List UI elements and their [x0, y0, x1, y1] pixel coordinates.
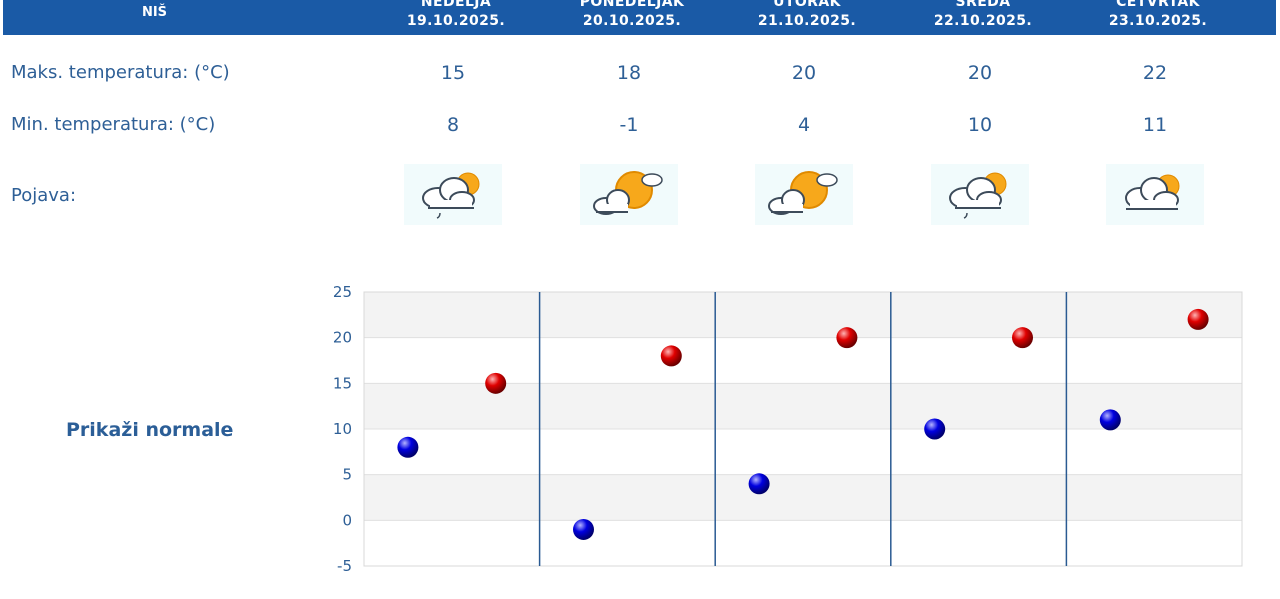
day-header-5: ČETVRTAK 23.10.2025. — [1108, 0, 1208, 29]
day-header-4: SREDA 22.10.2025. — [933, 0, 1033, 29]
max-temp-value: 15 — [440, 62, 466, 84]
day-header-3: UTORAK 21.10.2025. — [757, 0, 857, 29]
y-tick-label: 20 — [333, 329, 352, 347]
city-name: NIŠ — [141, 5, 168, 20]
y-tick-label: 10 — [333, 420, 352, 438]
min-temp-value: 11 — [1142, 114, 1168, 136]
sun-cloud-icon — [1106, 164, 1204, 225]
min-temp-point — [748, 473, 770, 495]
day-header-2: PONEDELJAK 20.10.2025. — [579, 0, 685, 29]
chart-band — [364, 337, 1242, 384]
phenomenon-label: Pojava: — [11, 185, 77, 206]
min-temp-value: -1 — [619, 114, 639, 136]
forecast-header: NIŠ NEDELJA 19.10.2025. PONEDELJAK 20.10.2… — [3, 0, 1276, 35]
sun-cloud-icon — [580, 164, 678, 225]
min-temp-point — [397, 436, 419, 458]
chart-band — [364, 292, 1242, 338]
y-tick-label: 5 — [342, 466, 352, 484]
chart-band — [364, 383, 1242, 429]
day-header-1: NEDELJA 19.10.2025. — [406, 0, 506, 29]
max-temp-value: 20 — [791, 62, 817, 84]
y-tick-label: -5 — [337, 557, 352, 575]
max-temp-point — [660, 345, 682, 367]
max-temp-value: 20 — [967, 62, 993, 84]
max-temp-point — [485, 372, 507, 394]
y-tick-label: 0 — [342, 511, 352, 529]
sun-cloud-rain-icon — [931, 164, 1029, 225]
min-temp-value: 10 — [967, 114, 993, 136]
chart-band — [364, 429, 1242, 475]
max-temp-point — [836, 327, 858, 349]
max-temp-point — [1187, 308, 1209, 330]
min-temp-label: Min. temperatura: (°C) — [11, 114, 216, 135]
plot-border — [363, 291, 1243, 567]
show-normals-link[interactable]: Prikaži normale — [66, 419, 234, 441]
min-temp-point — [573, 518, 594, 540]
max-temp-point — [1012, 327, 1033, 349]
max-temp-value: 22 — [1142, 62, 1168, 84]
min-temp-point — [924, 418, 946, 440]
y-tick-label: 25 — [333, 283, 352, 301]
sun-cloud-rain-icon — [404, 164, 502, 225]
max-temp-label: Maks. temperatura: (°C) — [11, 62, 230, 83]
sun-cloud-icon — [755, 164, 853, 225]
min-temp-value: 8 — [446, 114, 460, 136]
min-temp-point — [1099, 409, 1121, 431]
chart-band — [364, 520, 1242, 566]
min-temp-value: 4 — [797, 114, 811, 136]
max-temp-value: 18 — [616, 62, 642, 84]
y-tick-label: 15 — [333, 374, 352, 392]
chart-band — [364, 474, 1242, 521]
